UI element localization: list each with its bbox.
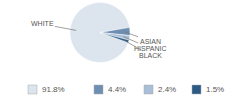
svg-text:91.8%: 91.8% (42, 85, 65, 94)
svg-text:BLACK: BLACK (139, 52, 162, 59)
svg-text:ASIAN: ASIAN (140, 38, 161, 45)
svg-text:HISPANIC: HISPANIC (134, 45, 167, 52)
svg-text:WHITE: WHITE (31, 20, 54, 27)
svg-text:2.4%: 2.4% (158, 85, 176, 94)
svg-text:1.5%: 1.5% (206, 85, 224, 94)
svg-text:4.4%: 4.4% (108, 85, 126, 94)
